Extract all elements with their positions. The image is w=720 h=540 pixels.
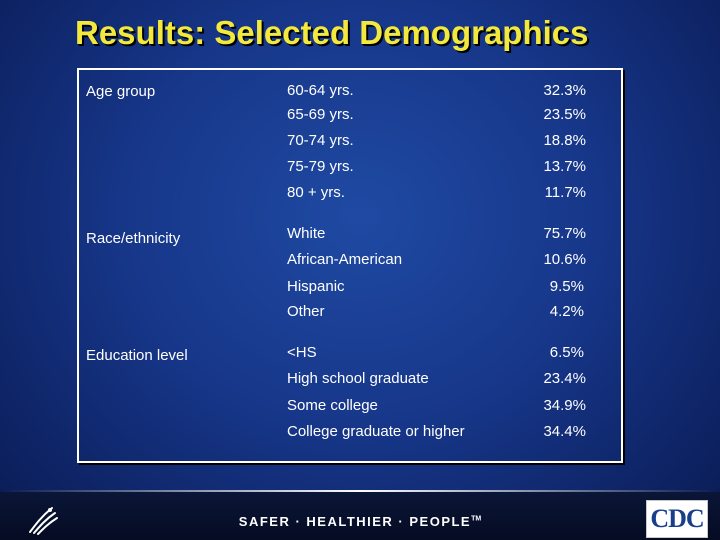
hhs-eagle-logo-icon [29,507,58,535]
trademark-mark: TM [471,515,482,523]
education-row-value: 34.9% [543,397,586,414]
education-row-value: 34.4% [543,423,586,440]
category-education-level: Education level [86,347,188,364]
age-row-label: 65-69 yrs. [287,106,354,123]
age-row-value: 13.7% [543,158,586,175]
race-row-label: White [287,225,326,242]
age-row-value: 23.5% [543,106,586,123]
race-row-label: Hispanic [287,278,345,295]
age-row-value: 32.3% [543,82,586,99]
slide-title: Results: Selected Demographics [75,14,589,51]
race-row-label: Other [287,303,325,320]
age-row-label: 80 + yrs. [287,184,345,201]
age-row-value: 11.7% [544,184,586,201]
category-race-ethnicity: Race/ethnicity [86,230,181,247]
race-row-value: 9.5% [549,278,584,295]
cdc-logo-text: CDC [650,504,704,533]
category-age-group: Age group [86,83,156,100]
race-row-value: 4.2% [549,303,584,320]
education-row-label: Some college [287,397,378,414]
footer-tagline: SAFER · HEALTHIER · PEOPLETM [0,514,720,529]
age-row-label: 60-64 yrs. [287,82,354,99]
education-row-label: <HS [287,344,317,361]
footer-divider [0,490,720,492]
cdc-logo: CDC [646,500,708,538]
race-row-value: 10.6% [543,251,586,268]
race-row-label: African-American [287,251,403,268]
tagline-text: SAFER · HEALTHIER · PEOPLE [238,514,472,529]
education-row-label: College graduate or higher [287,423,465,440]
education-row-value: 23.4% [543,370,586,387]
race-row-value: 75.7% [543,225,586,242]
age-row-value: 18.8% [543,132,586,149]
education-row-value: 6.5% [549,344,584,361]
age-row-label: 75-79 yrs. [287,158,354,175]
education-row-label: High school graduate [287,370,429,387]
demographics-table [77,68,623,463]
footer-bar [0,492,720,540]
age-row-label: 70-74 yrs. [287,132,354,149]
